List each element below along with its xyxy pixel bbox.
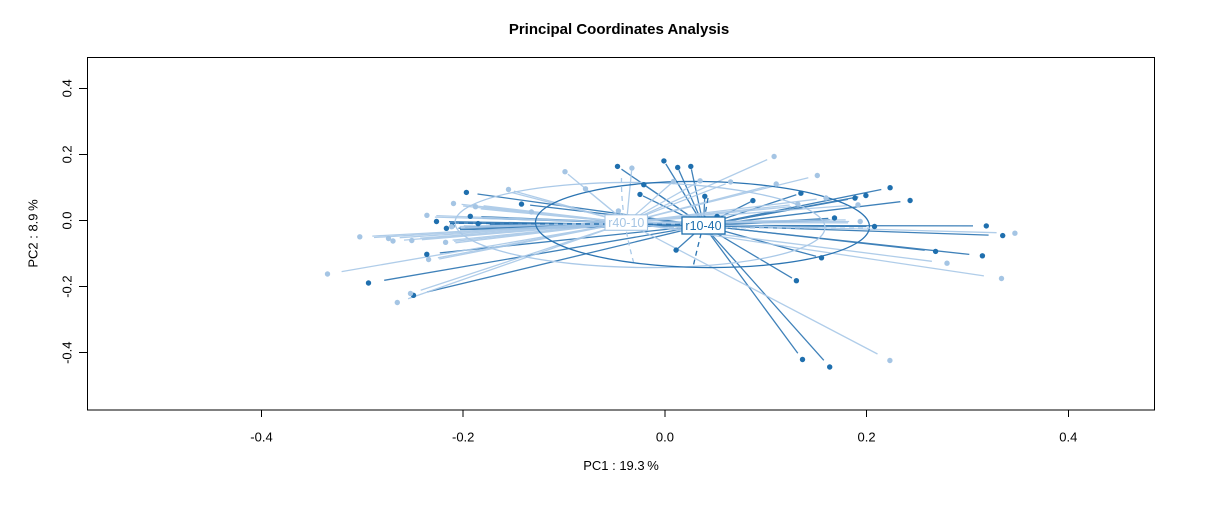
svg-text:PC2 : 8.9 %: PC2 : 8.9 %: [26, 199, 41, 268]
svg-text:-0.4: -0.4: [250, 430, 272, 445]
svg-text:r10-40: r10-40: [685, 219, 721, 233]
svg-text:0.2: 0.2: [60, 145, 75, 163]
svg-text:PC1 : 19.3 %: PC1 : 19.3 %: [583, 458, 659, 473]
svg-text:-0.2: -0.2: [60, 275, 75, 297]
svg-text:-0.4: -0.4: [60, 341, 75, 363]
svg-text:0.0: 0.0: [656, 430, 674, 445]
svg-text:-0.2: -0.2: [452, 430, 474, 445]
svg-text:0.0: 0.0: [60, 211, 75, 229]
svg-text:r40-10: r40-10: [608, 216, 644, 230]
svg-text:0.4: 0.4: [60, 79, 75, 97]
svg-text:0.4: 0.4: [1059, 430, 1077, 445]
svg-text:Principal Coordinates Analysis: Principal Coordinates Analysis: [509, 21, 729, 38]
svg-text:0.2: 0.2: [858, 430, 876, 445]
